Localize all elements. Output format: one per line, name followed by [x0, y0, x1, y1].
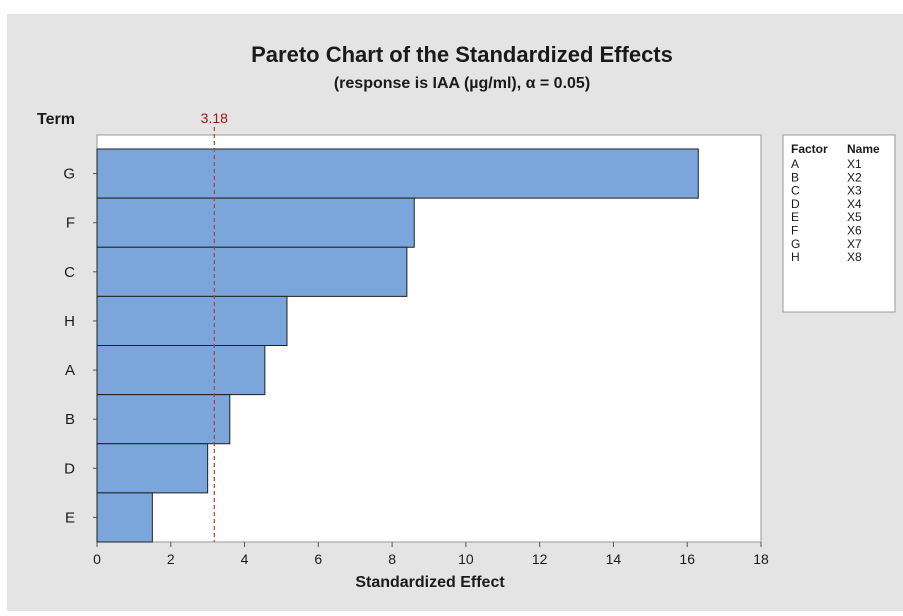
- axes: G F C H A B D E 0 2 4 6 8 10 12 14 16 18: [63, 166, 769, 567]
- reference-line-group: 3.18: [201, 110, 228, 542]
- x-tick-label: 2: [167, 551, 175, 567]
- y-axis-title: Term: [37, 111, 75, 128]
- legend-header-name: Name: [847, 142, 880, 156]
- legend-name: X8: [847, 250, 862, 264]
- legend-factor: H: [791, 250, 800, 264]
- bar-b: [96, 394, 231, 445]
- legend-factor: F: [791, 224, 798, 238]
- x-tick-label: 6: [314, 551, 322, 567]
- legend-rows: A X1 B X2 C X3 D X4 E X5 F X6 G X7 H X8: [791, 157, 862, 264]
- legend-factor: D: [791, 197, 800, 211]
- chart-background: Pareto Chart of the Standardized Effects…: [7, 14, 903, 611]
- x-tick-label: 0: [93, 551, 101, 567]
- legend-factor: B: [791, 170, 799, 184]
- legend-factor: G: [791, 237, 800, 251]
- term-label-a: A: [65, 362, 75, 379]
- x-tick-label: 14: [606, 551, 622, 567]
- legend-header-factor: Factor: [791, 142, 828, 156]
- chart-title: Pareto Chart of the Standardized Effects: [251, 42, 673, 67]
- reference-line-label: 3.18: [201, 110, 228, 126]
- x-tick-label: 18: [753, 551, 769, 567]
- legend-name: X4: [847, 197, 862, 211]
- x-tick-label: 12: [532, 551, 548, 567]
- x-axis-title: Standardized Effect: [355, 574, 505, 591]
- bar-d: [96, 443, 209, 494]
- term-label-h: H: [64, 313, 75, 330]
- x-tick-label: 10: [458, 551, 474, 567]
- chart-subtitle: (response is IAA (µg/ml), α = 0.05): [334, 75, 590, 92]
- x-tick-label: 4: [241, 551, 249, 567]
- legend: Factor Name A X1 B X2 C X3 D X4 E X5 F X6 G X7 H X8: [782, 134, 896, 313]
- bar-e: [96, 492, 153, 543]
- bar-h: [96, 295, 288, 346]
- legend-name: X2: [847, 170, 862, 184]
- bar-a: [96, 345, 266, 396]
- legend-factor: E: [791, 210, 799, 224]
- legend-name: X3: [847, 184, 862, 198]
- bars: [96, 148, 699, 543]
- bar-g: [96, 148, 699, 199]
- term-label-e: E: [65, 509, 75, 526]
- bar-c: [96, 246, 408, 297]
- term-label-b: B: [65, 411, 75, 428]
- legend-name: X5: [847, 210, 862, 224]
- bar-f: [96, 197, 415, 248]
- term-label-d: D: [64, 460, 75, 477]
- term-label-c: C: [64, 264, 75, 281]
- term-label-f: F: [66, 215, 75, 232]
- legend-name: X7: [847, 237, 862, 251]
- pareto-chart: Pareto Chart of the Standardized Effects…: [37, 42, 896, 591]
- legend-name: X1: [847, 157, 862, 171]
- x-tick-label: 16: [679, 551, 695, 567]
- legend-box: [782, 134, 896, 313]
- legend-name: X6: [847, 224, 862, 238]
- legend-factor: C: [791, 184, 800, 198]
- term-label-g: G: [63, 166, 75, 183]
- legend-factor: A: [791, 157, 799, 171]
- x-tick-label: 8: [388, 551, 396, 567]
